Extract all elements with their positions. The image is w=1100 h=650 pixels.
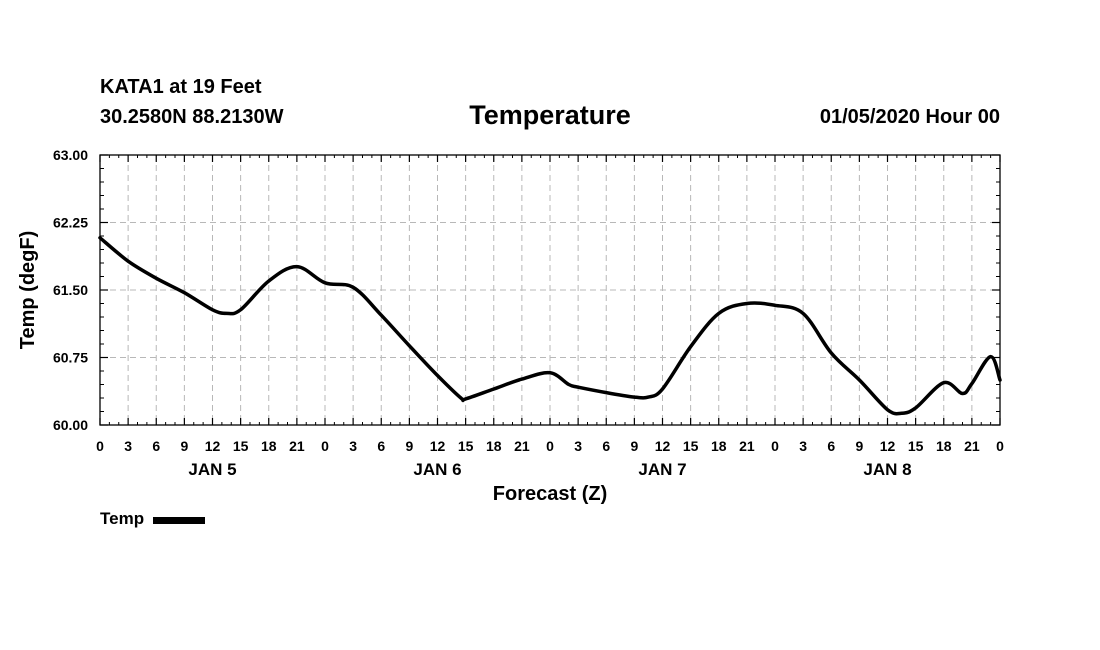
forecast-datetime: 01/05/2020 Hour 00: [819, 106, 1000, 128]
x-tick-label: 6: [152, 438, 160, 454]
x-tick-label: 15: [458, 438, 474, 454]
y-tick-label: 61.50: [53, 282, 88, 298]
legend-swatch-temp: [153, 517, 206, 524]
x-tick-label: 9: [405, 438, 413, 454]
x-tick-label: 0: [96, 438, 104, 454]
x-tick-label: 12: [430, 438, 446, 454]
x-tick-label: 0: [546, 438, 554, 454]
y-tick-label: 63.00: [53, 147, 88, 163]
x-tick-label: 3: [124, 438, 132, 454]
legend: Temp: [100, 509, 206, 529]
x-tick-label: 9: [855, 438, 863, 454]
x-tick-label: 6: [602, 438, 610, 454]
station-location: 30.2580N 88.2130W: [100, 106, 284, 128]
day-label: JAN 8: [863, 460, 911, 479]
x-tick-label: 18: [936, 438, 952, 454]
legend-label-temp: Temp: [100, 509, 145, 528]
x-tick-label: 12: [655, 438, 671, 454]
x-tick-labels: 0 3 6 9 12 15 18 21 0 3 6 9 12 15 18 21 0 3 6 9 12 15 18 21 0 3 6 9…: [96, 438, 1004, 454]
day-label: JAN 5: [188, 460, 236, 479]
x-tick-label: 15: [683, 438, 699, 454]
x-tick-label: 9: [630, 438, 638, 454]
x-tick-label: 3: [574, 438, 582, 454]
x-tick-label: 0: [321, 438, 329, 454]
x-tick-label: 0: [996, 438, 1004, 454]
x-tick-label: 18: [486, 438, 502, 454]
y-tick-label: 62.25: [53, 215, 88, 231]
x-tick-label: 21: [964, 438, 980, 454]
x-tick-label: 21: [514, 438, 530, 454]
y-tick-label: 60.75: [53, 350, 88, 366]
x-tick-label: 9: [180, 438, 188, 454]
x-tick-label: 21: [289, 438, 305, 454]
x-tick-label: 18: [261, 438, 277, 454]
station-name: KATA1 at 19 Feet: [100, 76, 262, 98]
x-tick-label: 21: [739, 438, 755, 454]
x-tick-label: 6: [827, 438, 835, 454]
x-tick-label: 15: [908, 438, 924, 454]
x-tick-label: 6: [377, 438, 385, 454]
chart-title: Temperature: [469, 100, 631, 130]
day-label: JAN 7: [638, 460, 686, 479]
x-tick-label: 18: [711, 438, 727, 454]
y-tick-labels: 60.00 60.75 61.50 62.25 63.00: [53, 147, 88, 433]
plot-frame: [99, 154, 1001, 426]
x-axis-label: Forecast (Z): [493, 483, 607, 505]
x-tick-label: 12: [880, 438, 896, 454]
x-tick-label: 3: [349, 438, 357, 454]
x-tick-label: 15: [233, 438, 249, 454]
y-tick-label: 60.00: [53, 417, 88, 433]
x-tick-label: 3: [799, 438, 807, 454]
y-axis-label: Temp (degF): [17, 231, 39, 350]
day-label: JAN 6: [413, 460, 461, 479]
x-tick-label: 0: [771, 438, 779, 454]
day-labels: JAN 5 JAN 6 JAN 7 JAN 8: [188, 460, 911, 479]
x-tick-label: 12: [205, 438, 221, 454]
series-line-temp: [98, 236, 1002, 416]
